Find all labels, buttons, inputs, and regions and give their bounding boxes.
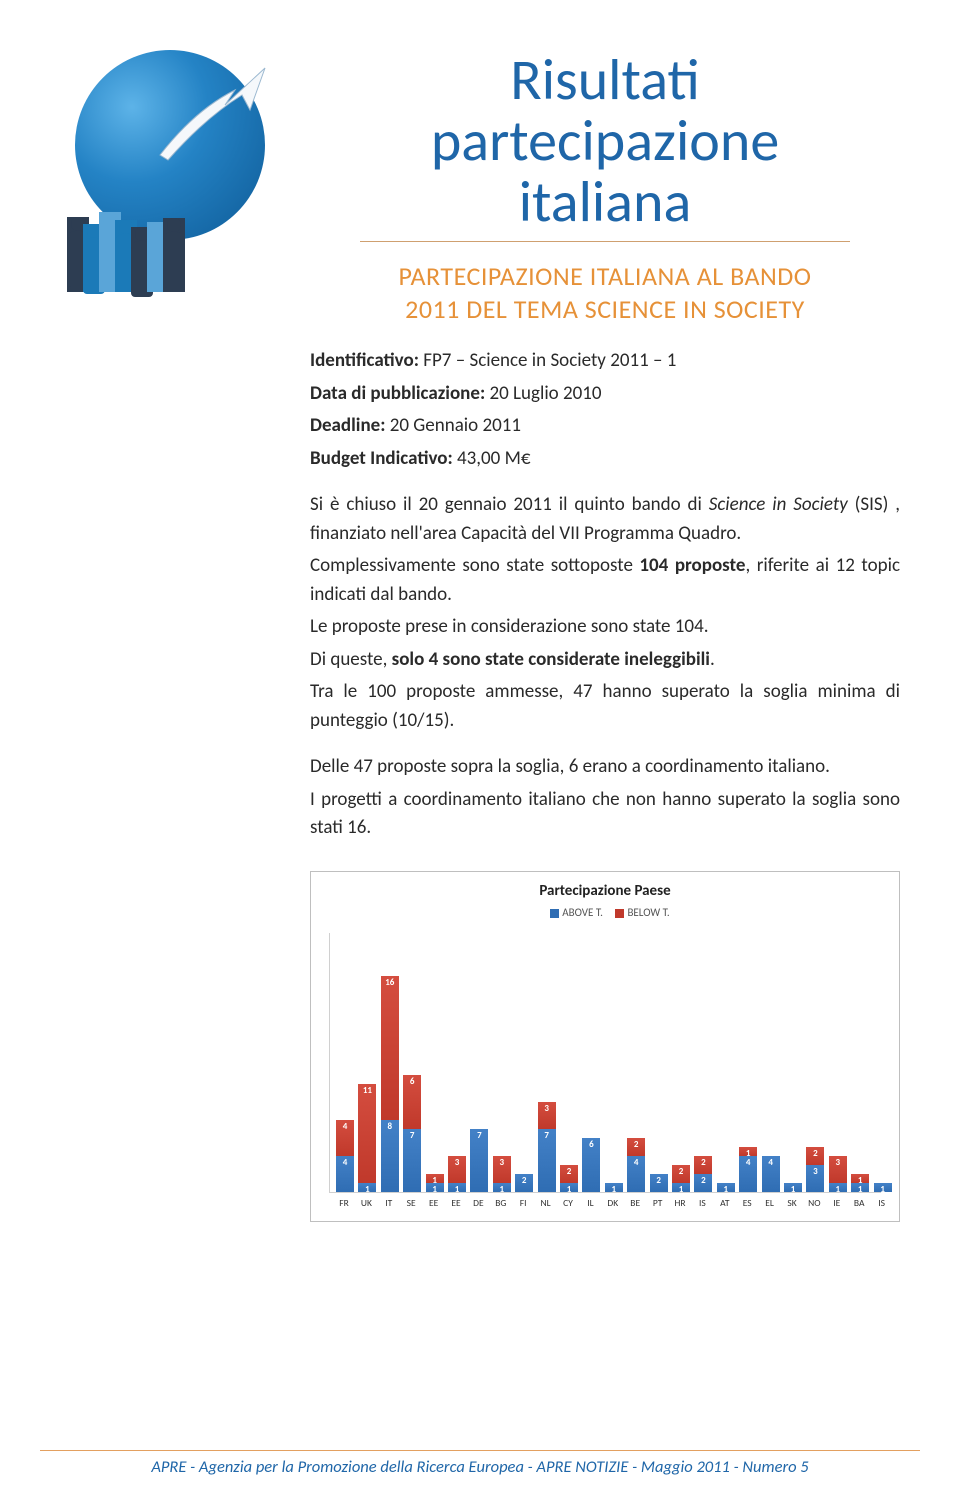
bar-FR: 44 — [336, 1120, 354, 1192]
x-tick: BE — [630, 1197, 640, 1209]
x-tick: AT — [720, 1197, 729, 1209]
bar-CY: 12 — [560, 1165, 578, 1192]
footer: APRE - Agenzia per la Promozione della R… — [0, 1450, 960, 1477]
bar-IS: 1 — [874, 1183, 892, 1192]
body-text: Identificativo: FP7 – Science in Society… — [310, 347, 900, 843]
x-tick: SK — [787, 1197, 796, 1209]
arrow-icon — [150, 60, 280, 180]
bar-SK: 1 — [784, 1183, 802, 1192]
x-tick: EL — [765, 1197, 774, 1209]
x-tick: FR — [339, 1197, 349, 1209]
x-tick: IS — [878, 1197, 885, 1209]
bar-BA: 11 — [851, 1174, 869, 1192]
bar-EE: 11 — [426, 1174, 444, 1192]
bar-DK: 1 — [605, 1183, 623, 1192]
x-tick: HR — [674, 1197, 685, 1209]
bar-BG: 13 — [493, 1156, 511, 1192]
logo — [60, 40, 280, 300]
bar-AT: 1 — [717, 1183, 735, 1192]
chart: Partecipazione Paese ABOVE T. BELOW T. 4… — [310, 871, 900, 1222]
bar-BE: 42 — [627, 1138, 645, 1192]
bar-EL: 4 — [762, 1156, 780, 1192]
x-tick: IS — [699, 1197, 706, 1209]
bar-EE: 13 — [448, 1156, 466, 1192]
bar-IS: 22 — [694, 1156, 712, 1192]
x-tick: FI — [520, 1197, 527, 1209]
bar-SE: 76 — [403, 1075, 421, 1192]
x-tick: DK — [607, 1197, 618, 1209]
x-tick: SE — [407, 1197, 416, 1209]
x-tick: NL — [541, 1197, 551, 1209]
x-tick: BG — [495, 1197, 506, 1209]
bar-NO: 32 — [806, 1147, 824, 1192]
subtitle: PARTECIPAZIONE ITALIANA AL BANDO 2011 DE… — [310, 260, 900, 328]
x-tick: BA — [854, 1197, 865, 1209]
x-tick: PT — [653, 1197, 663, 1209]
chart-title: Partecipazione Paese — [325, 882, 885, 900]
bar-IL: 6 — [582, 1138, 600, 1192]
x-tick: ES — [743, 1197, 752, 1209]
bar-IT: 816 — [381, 976, 399, 1192]
x-tick: EE — [451, 1197, 460, 1209]
bar-HR: 12 — [672, 1165, 690, 1192]
bar-DE: 7 — [470, 1129, 488, 1192]
bar-IE: 13 — [829, 1156, 847, 1192]
x-tick: CY — [563, 1197, 573, 1209]
chart-legend: ABOVE T. BELOW T. — [325, 906, 885, 919]
x-tick: EE — [429, 1197, 438, 1209]
bar-PT: 2 — [650, 1174, 668, 1192]
title-rule — [360, 241, 850, 242]
x-tick: IT — [385, 1197, 392, 1209]
x-tick: DE — [473, 1197, 483, 1209]
bar-ES: 41 — [739, 1147, 757, 1192]
x-tick: IE — [833, 1197, 840, 1209]
x-tick: UK — [361, 1197, 372, 1209]
bar-NL: 73 — [538, 1102, 556, 1192]
page-title: Risultati partecipazione italiana — [310, 50, 900, 233]
bar-UK: 111 — [358, 1084, 376, 1192]
x-tick: IL — [587, 1197, 593, 1209]
x-tick: NO — [808, 1197, 820, 1209]
bar-FI: 2 — [515, 1174, 533, 1192]
